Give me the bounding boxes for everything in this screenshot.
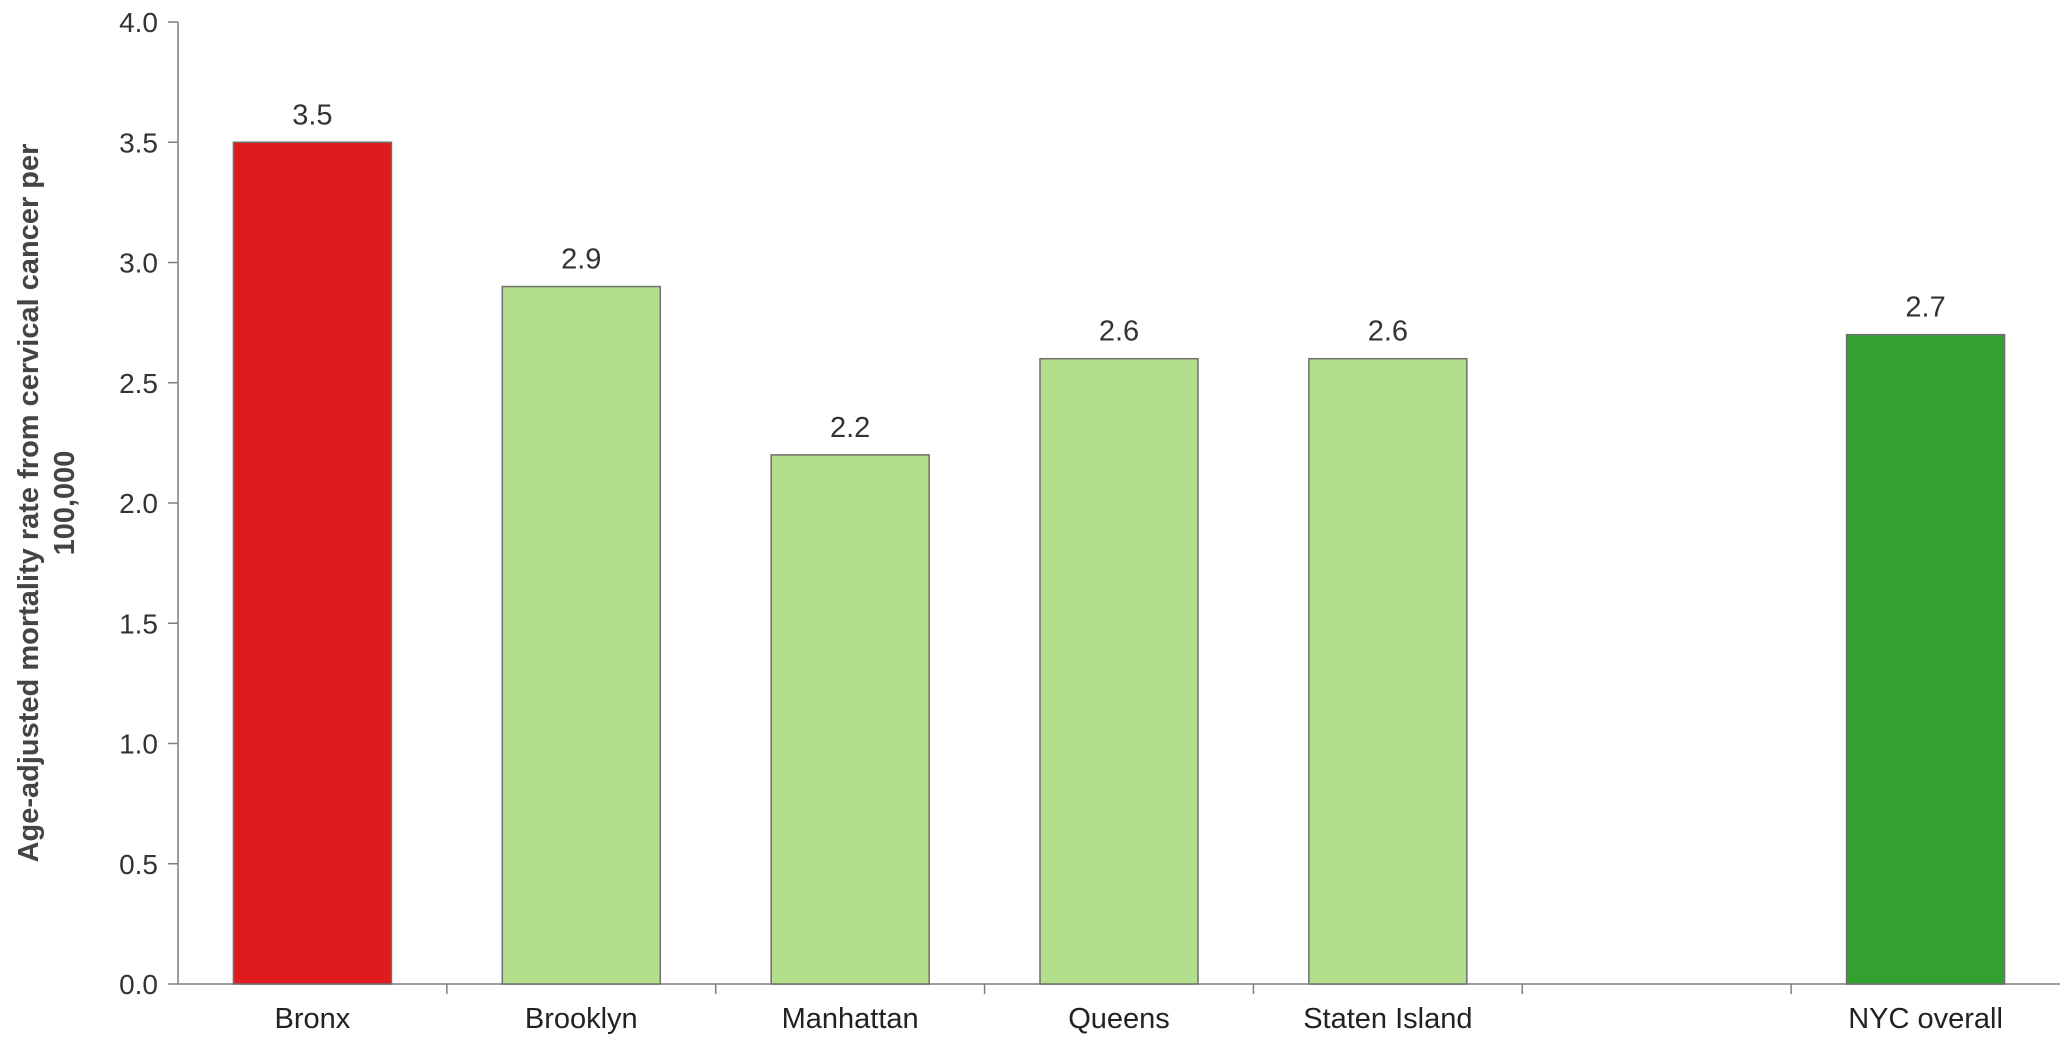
- y-axis-title: Age-adjusted mortality rate from cervica…: [13, 144, 81, 863]
- bar-bronx: [232, 141, 393, 985]
- y-axis-title-line: Age-adjusted mortality rate from cervica…: [13, 144, 45, 863]
- bar-staten-island: [1308, 357, 1468, 985]
- x-category-label: NYC overall: [1848, 1003, 2003, 1035]
- y-tick-label: 1.0: [119, 729, 158, 760]
- data-label: 2.6: [1368, 316, 1408, 348]
- bar-manhattan: [770, 454, 930, 985]
- y-tick-label: 0.0: [119, 969, 158, 1000]
- labels: 3.5 Bronx 2.9 Brooklyn 2.2 Manhattan 2.6 Queens…: [275, 99, 2003, 1035]
- data-label: 2.6: [1099, 316, 1139, 348]
- y-tick-label: 0.5: [119, 849, 158, 880]
- data-label: 2.2: [830, 412, 870, 444]
- y-tick-label: 1.5: [119, 608, 158, 639]
- x-category-label: Queens: [1068, 1003, 1170, 1035]
- y-tick-label: 4.0: [119, 7, 158, 38]
- y-axis-title-line: 100,000: [49, 451, 81, 556]
- x-category-label: Manhattan: [782, 1003, 919, 1035]
- bar-brooklyn: [501, 285, 662, 985]
- x-category-label: Bronx: [275, 1003, 351, 1035]
- data-label: 2.9: [561, 244, 601, 276]
- y-tick-label: 3.0: [119, 248, 158, 279]
- y-tick-label: 3.5: [119, 127, 158, 158]
- data-label: 2.7: [1905, 292, 1945, 324]
- data-label: 3.5: [292, 99, 332, 131]
- y-tick-label: 2.5: [119, 368, 158, 399]
- bar-queens: [1039, 357, 1199, 985]
- y-tick-label: 2.0: [119, 488, 158, 519]
- bar-nyc-overall: [1845, 333, 2006, 985]
- bars: [232, 141, 2006, 985]
- x-category-label: Staten Island: [1303, 1003, 1472, 1035]
- x-category-label: Brooklyn: [525, 1003, 638, 1035]
- axes: 0.0 0.5 1.0 1.5 2.0 2.5 3.0 3.5 4.0: [119, 7, 2060, 1000]
